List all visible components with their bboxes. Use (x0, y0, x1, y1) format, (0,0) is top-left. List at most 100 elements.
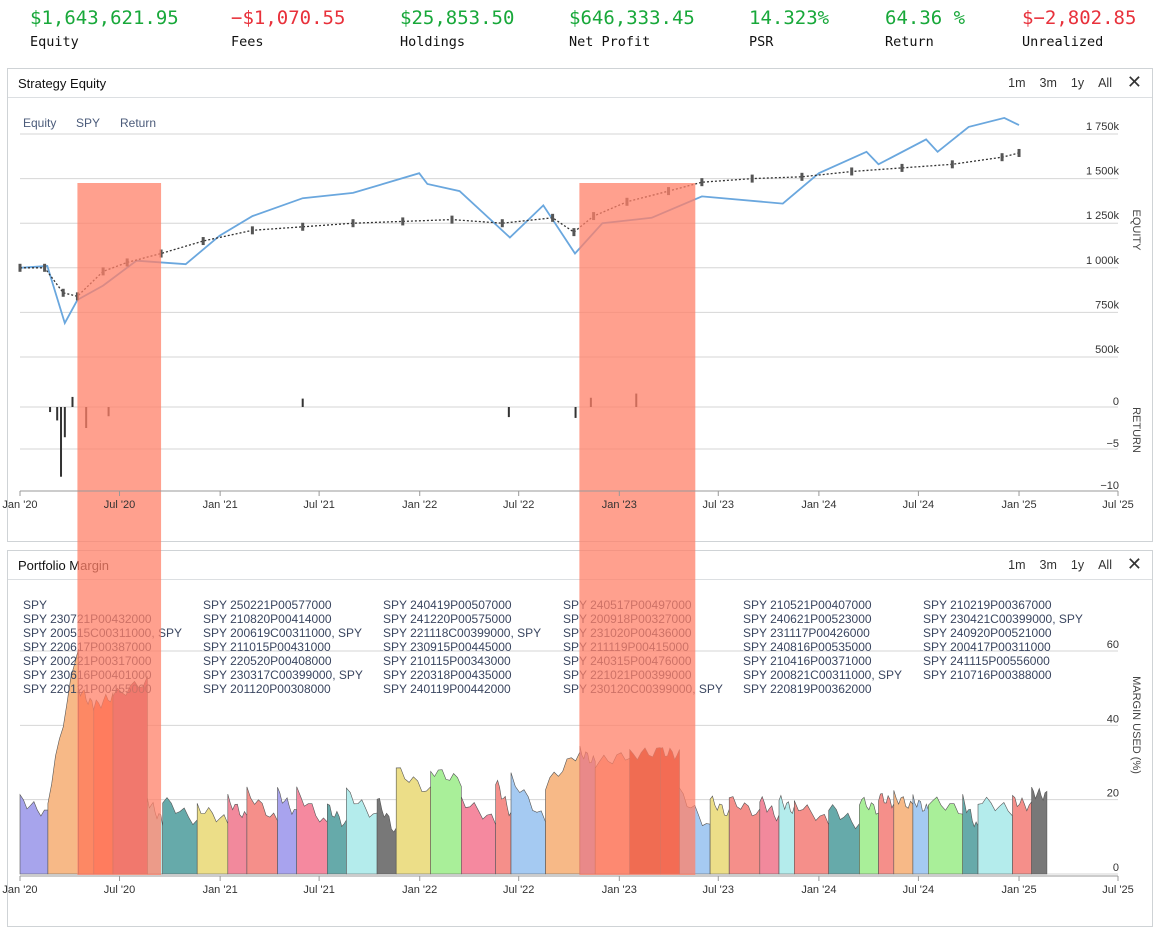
margin-legend-item: SPY 210716P00388000 (923, 668, 1052, 682)
legend-equity[interactable]: Equity (23, 116, 56, 130)
margin-legend-item: SPY 211015P00431000 (203, 640, 331, 654)
margin-area (162, 797, 198, 875)
margin-area (327, 803, 347, 875)
margin-area (510, 772, 546, 875)
stat-return: 64.36 % Return (885, 6, 965, 51)
y-tick-label: 60 (1107, 639, 1119, 651)
equity-candle (572, 228, 576, 237)
margin-area (928, 796, 963, 875)
margin-area (196, 803, 229, 875)
highlight-band (77, 183, 162, 875)
margin-area (430, 769, 462, 875)
margin-area (545, 751, 581, 875)
return-bar (63, 407, 66, 438)
range-1m-button[interactable]: 1m (1008, 558, 1026, 572)
y-tick-label: 0 (1113, 396, 1119, 408)
x-tick-label: Jan '23 (602, 499, 637, 511)
margin-legend-item: SPY 240920P00521000 (923, 626, 1052, 640)
equity-candle (43, 263, 47, 272)
return-bar (60, 407, 63, 477)
equity-candle (900, 163, 904, 172)
spy-line (19, 116, 1020, 326)
margin-area (794, 800, 829, 875)
margin-area (277, 787, 297, 875)
margin-legend-item: SPY 210115P00343000 (383, 654, 511, 668)
stat-label: Fees (231, 34, 264, 50)
equity-gridlines (20, 133, 1118, 492)
range-1y-button[interactable]: 1y (1070, 76, 1085, 90)
equity-y-axis: 1 750k 1 500k 1 250k 1 000k 750k 500k 0 −5 −10 (1086, 121, 1120, 492)
margin-legend-item: SPY 210820P00414000 (203, 612, 332, 626)
range-3m-button[interactable]: 3m (1039, 76, 1057, 90)
range-all-button[interactable]: All (1098, 76, 1112, 90)
margin-area (859, 796, 879, 875)
range-3m-button[interactable]: 3m (1039, 558, 1057, 572)
x-tick-label: Jan '23 (602, 884, 637, 896)
x-tick-label: Jan '21 (203, 884, 238, 896)
margin-area (461, 796, 496, 875)
close-icon[interactable]: ✕ (1126, 72, 1142, 92)
margin-y-axis: 60 40 20 0 (1107, 639, 1119, 874)
return-bar (507, 407, 510, 418)
equity-candle (401, 217, 405, 226)
close-icon[interactable]: ✕ (1126, 554, 1142, 574)
margin-legend-item: SPY 250221P00577000 (203, 598, 332, 612)
y-tick-label: 20 (1107, 788, 1119, 800)
margin-legend-item: SPY 221118C00399000, SPY (383, 626, 541, 640)
equity-candle (950, 160, 954, 169)
equity-candle (301, 222, 305, 231)
equity-candle (750, 174, 754, 183)
margin-series (19, 648, 1048, 875)
highlight-bands (77, 183, 696, 875)
margin-area (759, 795, 780, 875)
y-tick-label: 750k (1095, 299, 1119, 311)
equity-candle (250, 226, 254, 235)
range-1m-button[interactable]: 1m (1008, 76, 1026, 90)
range-all-button[interactable]: All (1098, 558, 1112, 572)
stat-psr: 14.323% PSR (749, 6, 829, 51)
equity-candle (18, 263, 22, 272)
margin-legend-item: SPY 200821C00311000, SPY (743, 668, 902, 682)
margin-legend-item: SPY 240816P00535000 (743, 640, 872, 654)
x-tick-label: Jan '20 (2, 499, 37, 511)
stat-value: $25,853.50 (400, 7, 515, 29)
y-tick-label: −5 (1106, 438, 1119, 450)
x-tick-label: Jul '21 (303, 884, 334, 896)
margin-legend-item: SPY 231117P00426000 (743, 626, 870, 640)
x-tick-label: Jul '22 (503, 499, 534, 511)
margin-area (19, 793, 49, 875)
margin-area (778, 794, 795, 875)
equity-line (20, 152, 1020, 298)
stat-equity: $1,643,621.95 Equity (30, 6, 179, 51)
margin-legend-item: SPY 220520P00408000 (203, 654, 332, 668)
y-tick-label: 1 750k (1086, 121, 1120, 133)
x-tick-label: Jul '21 (303, 499, 334, 511)
x-tick-label: Jan '22 (402, 499, 437, 511)
x-tick-label: Jul '24 (903, 499, 934, 511)
margin-legend-item: SPY 210219P00367000 (923, 598, 1052, 612)
margin-x-axis: Jan '20 Jul '20 Jan '21 Jul '21 Jan '22 Jul '… (2, 875, 1134, 896)
stat-value: 14.323% (749, 7, 830, 29)
y-tick-label: 0 (1113, 862, 1119, 874)
margin-legend-item: SPY 200417P00311000 (923, 640, 1051, 654)
return-bar (71, 396, 74, 407)
margin-area (227, 794, 248, 875)
stat-value: 64.36 % (885, 7, 966, 29)
margin-legend-item: SPY 230421C00399000, SPY (923, 612, 1083, 626)
stat-label: Return (885, 34, 934, 50)
legend-return[interactable]: Return (120, 116, 156, 130)
stat-label: PSR (749, 34, 774, 50)
margin-legend-item: SPY 220318P00435000 (383, 668, 512, 682)
y-tick-label: 1 000k (1086, 255, 1120, 267)
range-1y-button[interactable]: 1y (1070, 558, 1085, 572)
x-tick-label: Jan '25 (1001, 499, 1036, 511)
margin-legend-item: SPY 230317C00399000, SPY (203, 668, 363, 682)
stat-value: −$1,070.55 (231, 7, 346, 29)
margin-legend-item: SPY 240419P00507000 (383, 598, 512, 612)
margin-legend-item: SPY 230915P00445000 (383, 640, 512, 654)
legend-spy[interactable]: SPY (76, 116, 100, 130)
stat-holdings: $25,853.50 Holdings (400, 6, 514, 51)
y-tick-label: 500k (1095, 344, 1119, 356)
margin-legend-item: SPY 210416P00371000 (743, 654, 872, 668)
